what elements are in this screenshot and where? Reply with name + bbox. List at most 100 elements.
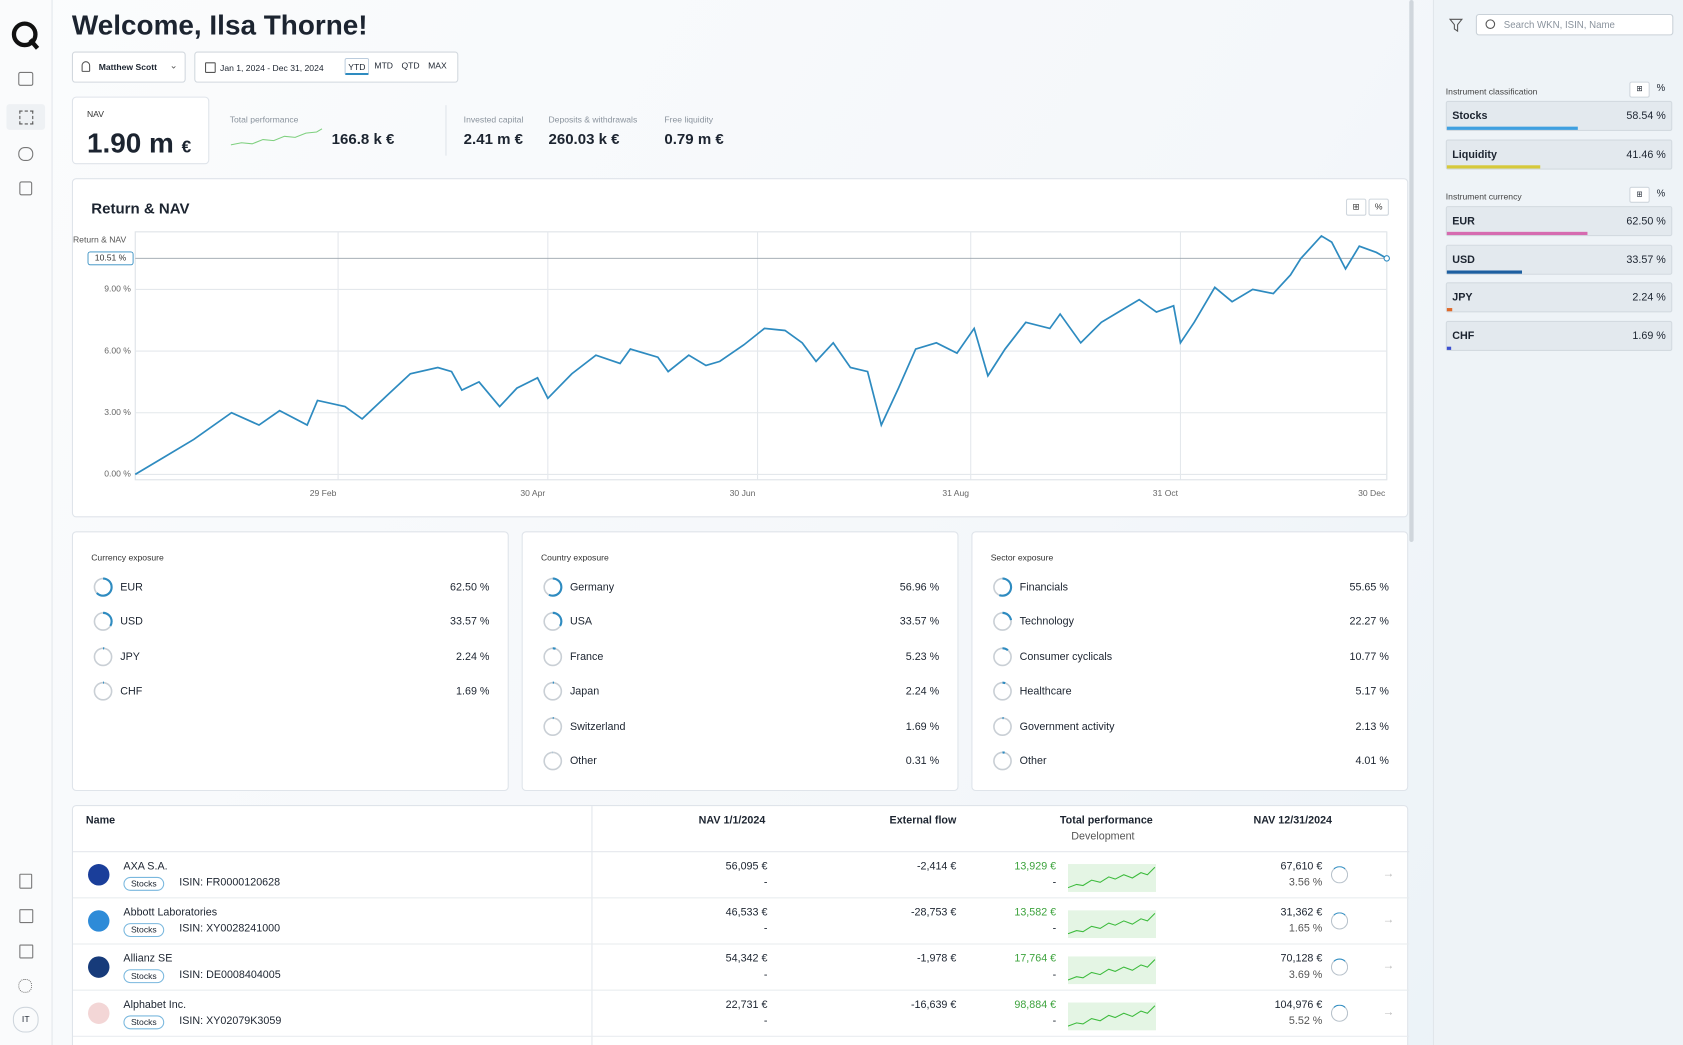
performance: 13,929 € — [1014, 860, 1057, 873]
x-tick-label: 29 Feb — [310, 488, 337, 498]
period-tab[interactable]: QTD — [401, 61, 420, 71]
ring-track — [993, 751, 1012, 771]
company-name[interactable]: Abbott Laboratories — [123, 906, 218, 919]
panel-item[interactable]: EUR 62.50 % — [1445, 206, 1673, 237]
column-header[interactable]: External flow — [889, 814, 957, 827]
company-name[interactable]: Allianz SE — [123, 953, 173, 965]
user-icon — [81, 61, 91, 72]
sparkline — [1067, 913, 1156, 935]
ring — [93, 612, 113, 632]
settings-icon[interactable] — [18, 978, 33, 993]
row-arrow[interactable]: → — [1382, 867, 1395, 881]
panel-item[interactable]: USD 33.57 % — [1445, 244, 1673, 275]
column-header[interactable]: NAV 12/31/2024 — [1253, 814, 1333, 827]
column-header[interactable]: Name — [85, 814, 116, 827]
toggle-button[interactable]: ⊞ — [1629, 186, 1650, 203]
nav-icon[interactable] — [18, 147, 34, 162]
item-name: CHF — [1452, 330, 1475, 342]
toggle-button[interactable]: % — [1368, 198, 1389, 216]
exposure-value: 4.01 % — [1355, 755, 1389, 768]
nav-icon[interactable] — [18, 71, 34, 86]
isin: ISIN: FR0000120628 — [179, 876, 281, 889]
panel-item[interactable]: CHF 1.69 % — [1445, 320, 1673, 351]
performance: 17,764 € — [1014, 953, 1057, 965]
exposure-value: 2.24 % — [456, 651, 490, 664]
ring — [93, 681, 113, 702]
date-range[interactable]: Jan 1, 2024 - Dec 31, 2024 YTD MTD QTD MAX — [194, 51, 459, 83]
exposure-name: Switzerland — [569, 720, 626, 733]
ring-value — [992, 612, 1013, 632]
kpi-label: Total performance — [229, 114, 299, 125]
row-arrow[interactable]: → — [1382, 959, 1395, 973]
filter-icon[interactable] — [1449, 18, 1464, 33]
toggle-button[interactable]: ⊞ — [1629, 81, 1650, 98]
nav-label: NAV — [86, 109, 104, 120]
search-box[interactable]: Search WKN, ISIN, Name — [1475, 13, 1674, 36]
company-name[interactable]: Alphabet Inc. — [123, 999, 187, 1012]
ring-value — [543, 577, 563, 597]
nav-icon[interactable] — [19, 944, 34, 959]
nav-end: 67,610 € — [1280, 860, 1323, 873]
period-tab[interactable]: YTD — [344, 57, 370, 76]
nav-start: 22,731 € — [725, 999, 768, 1012]
user-select[interactable]: Matthew Scott ⌄ — [71, 51, 186, 83]
nav-start: 54,342 € — [725, 953, 768, 965]
ring — [93, 577, 113, 597]
exposure-value: 62.50 % — [450, 581, 490, 594]
item-value: 58.54 % — [1626, 110, 1666, 123]
ring-value — [992, 716, 1013, 736]
exposure-value: 33.57 % — [450, 616, 490, 629]
ring-value — [93, 577, 113, 597]
nav-end-pct: 1.65 % — [1288, 923, 1323, 935]
exposure-name: Government activity — [1019, 720, 1115, 733]
toggle-button[interactable]: % — [1656, 82, 1666, 94]
toggle-button[interactable]: ⊞ — [1345, 198, 1367, 216]
kpi-label: Free liquidity — [664, 114, 714, 125]
row-arrow[interactable]: → — [1382, 913, 1395, 927]
nav-start-sub: - — [763, 969, 768, 982]
ring-track — [93, 682, 113, 701]
ring-value — [543, 612, 563, 632]
y-tick-label: 3.00 % — [104, 407, 131, 417]
y-tick-label: 6.00 % — [104, 345, 131, 355]
ring — [543, 612, 563, 632]
panel-item[interactable]: Stocks 58.54 % — [1445, 100, 1673, 131]
nav-end-pct: 3.69 % — [1288, 969, 1323, 982]
nav-value: 1.90 m € — [87, 127, 191, 160]
period-tab[interactable]: MAX — [428, 61, 447, 71]
exposure-value: 55.65 % — [1349, 581, 1389, 594]
toggle-button[interactable]: % — [1656, 187, 1666, 199]
exposure-title: Currency exposure — [91, 552, 164, 563]
row-arrow[interactable]: → — [1382, 1005, 1395, 1019]
avatar[interactable]: IT — [12, 1006, 39, 1033]
nav-icon[interactable] — [19, 909, 34, 924]
ring — [992, 681, 1013, 702]
exposure-name: Japan — [569, 686, 600, 698]
nav-icon-active[interactable] — [6, 104, 46, 130]
ring-value — [93, 681, 113, 702]
panel-item[interactable]: JPY 2.24 % — [1445, 282, 1673, 313]
panel-item[interactable]: Liquidity 41.46 % — [1445, 138, 1673, 170]
ring — [93, 647, 113, 667]
plot-frame — [134, 231, 1388, 481]
nav-start-sub: - — [763, 923, 768, 935]
search-placeholder: Search WKN, ISIN, Name — [1503, 19, 1615, 31]
period-tab[interactable]: MTD — [374, 61, 394, 71]
item-bar — [1446, 231, 1588, 236]
ring-track — [543, 647, 563, 667]
exposure-value: 33.57 % — [899, 616, 940, 629]
page-title: Welcome, Ilsa Thorne! — [71, 8, 368, 41]
divider — [445, 105, 447, 156]
exposure-title: Sector exposure — [990, 552, 1054, 563]
exposure-value: 5.23 % — [905, 651, 940, 664]
column-header[interactable]: Total performance — [1059, 814, 1153, 827]
company-name[interactable]: AXA S.A. — [123, 860, 168, 873]
ring — [543, 577, 563, 597]
nav-icon[interactable] — [19, 181, 33, 196]
sub-header[interactable]: Development — [1071, 830, 1135, 843]
nav-icon[interactable] — [19, 873, 33, 889]
item-bar — [1446, 346, 1451, 350]
ring-value — [93, 612, 113, 632]
column-header[interactable]: NAV 1/1/2024 — [698, 814, 766, 827]
